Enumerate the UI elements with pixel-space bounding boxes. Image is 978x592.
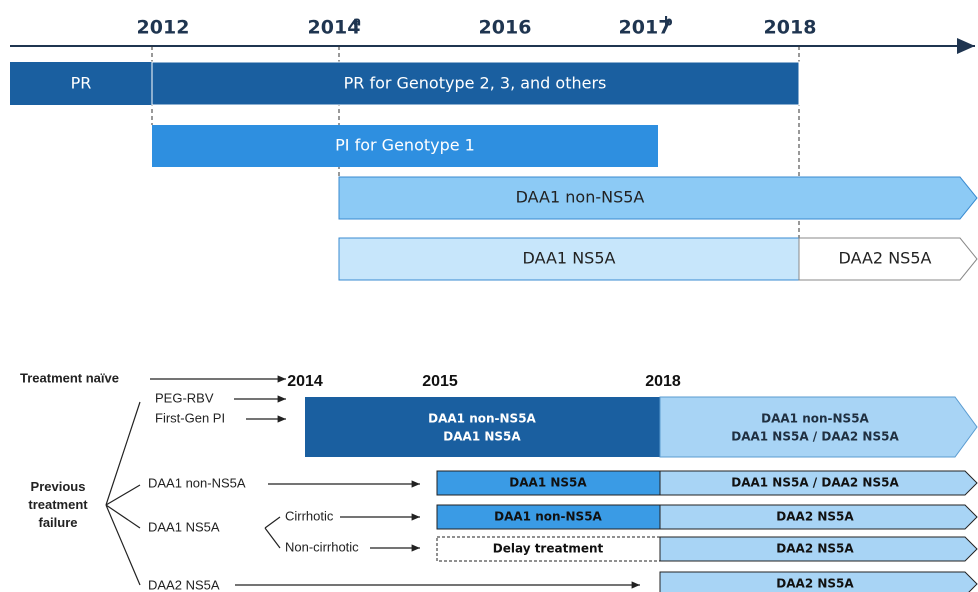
- block-label: DAA2 NS5A: [776, 510, 854, 524]
- block: [659, 536, 978, 562]
- bar: [151, 61, 800, 106]
- bar-label: DAA1 non-NS5A: [516, 188, 645, 207]
- subgroup: Cirrhotic: [285, 508, 334, 523]
- block: [436, 504, 661, 530]
- prior: PEG-RBV: [155, 390, 214, 405]
- bar: [152, 125, 658, 167]
- bar: [10, 62, 152, 105]
- year: 2018: [764, 17, 817, 39]
- block: [659, 470, 978, 496]
- prior: DAA2 NS5A: [148, 577, 220, 592]
- block-label: Delay treatment: [493, 542, 604, 556]
- group: Treatment naïve: [20, 370, 119, 385]
- bar-label: PR: [71, 74, 92, 93]
- block-label: DAA1 NS5A: [509, 476, 587, 490]
- block: [659, 571, 978, 592]
- block-label: DAA1 NS5A: [443, 430, 521, 444]
- block-label: DAA1 NS5A / DAA2 NS5A: [731, 476, 899, 490]
- bar-label: PR for Genotype 2, 3, and others: [344, 74, 607, 93]
- year: 2015: [422, 373, 458, 390]
- bar-label: DAA2 NS5A: [839, 249, 932, 268]
- block-label: DAA1 non-NS5A: [761, 412, 869, 426]
- note: a: [353, 15, 361, 29]
- block-label: DAA2 NS5A: [776, 577, 854, 591]
- block: [659, 396, 978, 458]
- block-label: DAA1 NS5A / DAA2 NS5A: [731, 430, 899, 444]
- year: 2014: [308, 17, 361, 39]
- year: 2017: [619, 17, 672, 39]
- connectors: [105, 401, 281, 586]
- year: 2018: [645, 373, 681, 390]
- block: [305, 397, 660, 457]
- prior: First-Gen PI: [155, 410, 225, 425]
- block-label: DAA1 non-NS5A: [494, 510, 602, 524]
- bar-label: PI for Genotype 1: [335, 136, 475, 155]
- block: [659, 504, 978, 530]
- bar-label: DAA1 NS5A: [523, 249, 616, 268]
- bar: [798, 237, 978, 281]
- group: Previous treatment failure: [28, 479, 88, 530]
- year: 2016: [479, 17, 532, 39]
- prior: DAA1 non-NS5A: [148, 475, 246, 490]
- subgroup: Non-cirrhotic: [285, 539, 359, 554]
- bar: [338, 237, 800, 281]
- year: 2014: [287, 373, 323, 390]
- arrows: [150, 375, 640, 589]
- bar: [338, 176, 978, 220]
- prior: DAA1 NS5A: [148, 519, 220, 534]
- block-label: DAA1 non-NS5A: [428, 412, 536, 426]
- year: 2012: [137, 17, 190, 39]
- block-label: DAA2 NS5A: [776, 542, 854, 556]
- note: b: [664, 15, 673, 29]
